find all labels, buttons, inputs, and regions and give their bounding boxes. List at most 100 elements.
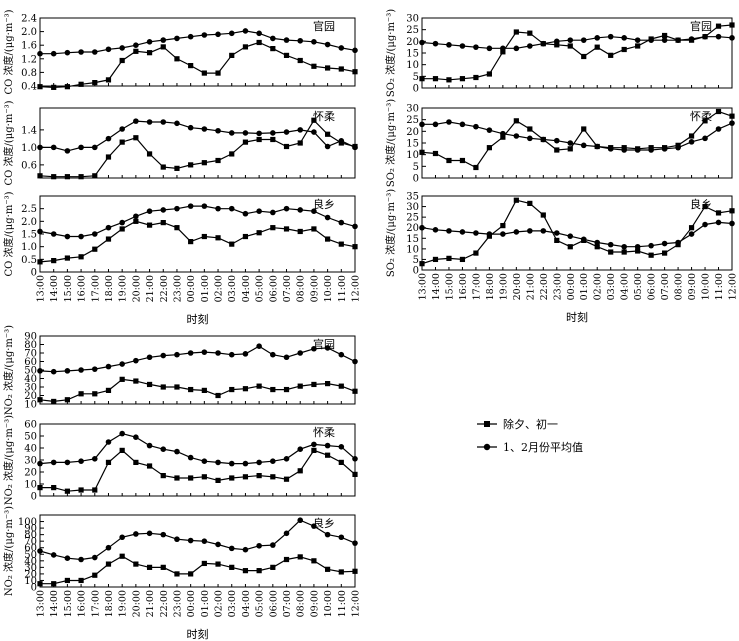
y-axis-label: NO₂ 浓度/(μg·m⁻³) <box>2 506 15 596</box>
data-point <box>146 530 153 537</box>
data-point <box>188 63 194 69</box>
data-point <box>242 28 249 34</box>
data-point <box>92 487 98 493</box>
data-point <box>174 351 180 358</box>
data-point <box>661 240 668 247</box>
data-point <box>500 130 506 137</box>
x-tick-label: 21:00 <box>145 275 156 302</box>
x-tick-label: 11:00 <box>714 273 725 300</box>
data-point <box>554 237 560 243</box>
y-tick-label: 2.0 <box>21 27 37 38</box>
data-point <box>78 81 84 87</box>
data-point <box>133 357 139 364</box>
data-point <box>567 244 573 250</box>
data-point <box>105 236 112 242</box>
data-point <box>229 475 235 481</box>
data-point <box>297 57 303 64</box>
data-point <box>486 71 492 77</box>
data-point <box>567 37 574 43</box>
data-point <box>119 553 125 559</box>
data-point <box>215 561 221 567</box>
data-point <box>283 129 290 135</box>
data-point <box>486 145 492 151</box>
data-point <box>702 221 708 228</box>
panel-frame <box>39 107 356 179</box>
x-tick-label: 04:00 <box>620 273 631 300</box>
data-point <box>675 37 681 43</box>
x-tick-label: 17:00 <box>90 275 101 302</box>
series-holiday <box>37 553 358 587</box>
y-tick-label: 90 <box>24 524 37 535</box>
x-tick-label: 18:00 <box>104 275 115 302</box>
y-tick-label: 1.0 <box>21 143 37 154</box>
site-label: 良乡 <box>313 516 335 530</box>
data-point <box>64 84 70 90</box>
y-tick-label: 5 <box>413 255 419 266</box>
data-point <box>446 157 452 164</box>
data-point <box>51 581 57 587</box>
data-point <box>37 144 43 151</box>
y-tick-label: 10 <box>406 60 419 71</box>
y-tick-label: 20 <box>24 569 37 580</box>
data-point <box>283 52 290 58</box>
data-point <box>228 545 235 552</box>
data-point <box>729 113 735 119</box>
data-point <box>64 174 70 180</box>
data-point <box>91 456 98 462</box>
data-point <box>621 147 627 153</box>
series-line <box>422 121 733 151</box>
y-tick-label: 50 <box>24 432 37 443</box>
data-point <box>715 108 722 115</box>
x-tick-label: 01:00 <box>200 275 211 302</box>
data-point <box>594 239 601 246</box>
y-tick-label: 10 <box>406 150 419 161</box>
data-point <box>621 243 627 250</box>
data-point <box>729 208 735 214</box>
x-tick-label: 19:00 <box>118 275 129 302</box>
data-point <box>51 258 57 264</box>
data-point <box>311 208 317 214</box>
y-tick-label: 30 <box>24 383 37 394</box>
data-point <box>338 534 345 541</box>
data-point <box>64 368 71 374</box>
x-tick-label: 02:00 <box>214 590 225 617</box>
series-average <box>37 430 358 467</box>
data-point <box>513 45 520 52</box>
x-tick-label: 15:00 <box>63 275 74 302</box>
y-tick-label: 5 <box>413 162 419 173</box>
data-point <box>567 233 574 239</box>
data-point <box>215 392 221 399</box>
x-axis-label: 时刻 <box>187 312 209 326</box>
data-point <box>270 386 276 393</box>
data-point <box>581 53 587 60</box>
data-point <box>78 367 84 373</box>
y-tick-label: 25 <box>406 25 419 36</box>
series-holiday <box>37 376 358 405</box>
data-point <box>338 241 344 247</box>
data-point <box>608 249 614 255</box>
data-point <box>446 255 452 261</box>
series-average <box>37 517 358 563</box>
data-point <box>105 459 112 465</box>
x-tick-label: 02:00 <box>214 275 225 302</box>
y-tick-label: 40 <box>24 374 37 385</box>
data-point <box>419 121 425 128</box>
data-point <box>527 200 533 206</box>
site-label: 良乡 <box>313 197 335 211</box>
y-tick-label: 0.6 <box>21 160 37 171</box>
data-point <box>527 135 533 142</box>
data-point <box>446 42 452 48</box>
data-point <box>201 203 208 209</box>
data-point <box>215 459 221 466</box>
data-point <box>702 118 708 124</box>
series-holiday <box>37 117 358 180</box>
data-point <box>105 224 112 231</box>
data-point <box>105 77 112 83</box>
data-point <box>311 523 317 529</box>
data-point <box>215 350 221 356</box>
data-point <box>64 233 71 240</box>
y-tick-label: 1.4 <box>21 125 37 136</box>
data-point <box>187 454 194 461</box>
data-point <box>256 39 262 46</box>
